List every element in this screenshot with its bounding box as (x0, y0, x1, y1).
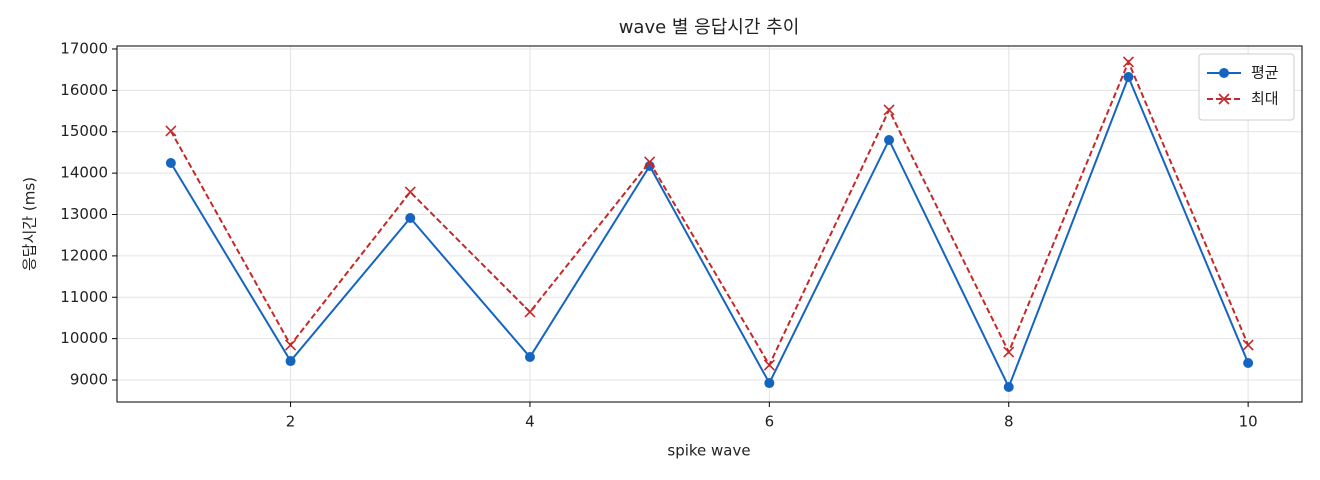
legend-label: 최대 (1251, 90, 1279, 108)
x-tick-label: 10 (1239, 413, 1258, 431)
marker (883, 104, 895, 116)
y-tick-label: 11000 (60, 288, 108, 306)
legend-label: 평균 (1251, 64, 1279, 82)
y-tick-label: 17000 (60, 39, 108, 57)
marker (644, 156, 656, 168)
marker (1243, 358, 1254, 369)
marker (763, 359, 775, 371)
marker (524, 352, 535, 363)
legend-marker (1218, 93, 1230, 105)
marker (884, 134, 895, 145)
y-tick-label: 12000 (60, 246, 108, 264)
y-axis-label: 응답시간 (ms) (21, 177, 39, 271)
y-tick-label: 13000 (60, 205, 108, 223)
marker (1242, 339, 1254, 351)
chart-title: wave 별 응답시간 추이 (619, 17, 800, 38)
marker (764, 378, 775, 389)
series-line (170, 74, 1250, 390)
marker (284, 339, 297, 351)
marker (524, 306, 536, 318)
legend-marker (1219, 68, 1229, 78)
plot-frame (116, 45, 1303, 403)
marker (1122, 56, 1135, 68)
marker (165, 157, 176, 168)
series-line (169, 59, 1250, 368)
y-tick-label: 14000 (60, 164, 108, 182)
marker (1003, 382, 1014, 393)
marker (285, 356, 296, 367)
y-tick-label: 15000 (60, 122, 108, 140)
marker (1003, 346, 1015, 358)
x-tick-label: 8 (1004, 413, 1014, 431)
x-tick-label: 4 (525, 413, 535, 431)
y-tick-label: 9000 (70, 371, 108, 389)
x-axis-label: spike wave (667, 442, 750, 460)
x-tick-label: 6 (765, 413, 775, 431)
marker (405, 213, 416, 224)
x-tick-label: 2 (286, 413, 296, 431)
y-tick-label: 10000 (60, 329, 108, 347)
legend-box (1198, 53, 1295, 121)
marker (404, 186, 416, 198)
marker (1123, 71, 1134, 82)
y-tick-label: 16000 (60, 81, 108, 99)
marker (165, 125, 177, 137)
